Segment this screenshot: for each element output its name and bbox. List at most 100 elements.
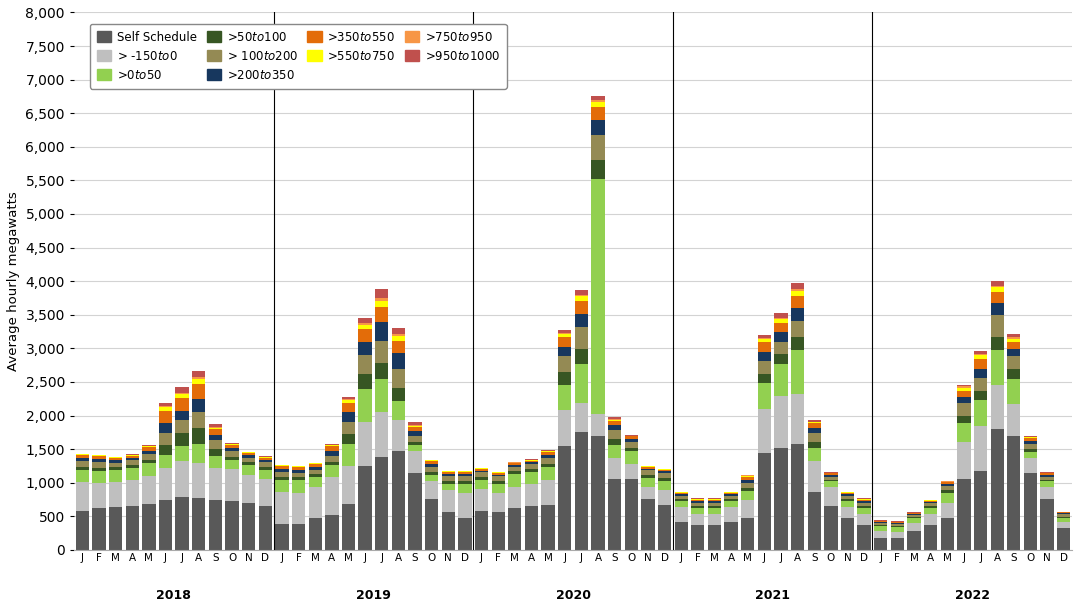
Bar [658,473,671,478]
Bar [807,492,821,550]
Bar [891,523,904,524]
Bar [459,518,472,550]
Bar [93,456,106,459]
Bar [874,521,887,522]
Bar [575,296,588,301]
Bar [692,503,705,506]
Bar [542,480,555,505]
Bar [558,330,572,333]
Bar [508,508,521,550]
Bar [192,444,205,462]
Bar [941,503,954,518]
Bar [408,431,422,436]
Bar [176,433,189,446]
Bar [125,465,139,468]
Bar [1007,335,1021,338]
Bar [259,479,272,505]
Bar [441,490,455,511]
Bar [208,435,222,440]
Bar [342,412,355,422]
Bar [841,496,855,499]
Bar [924,514,938,525]
Bar [408,422,422,425]
Bar [125,480,139,505]
Bar [208,468,222,500]
Bar [558,333,572,335]
Bar [1007,404,1021,436]
Bar [408,473,422,550]
Bar [874,523,887,525]
Bar [542,455,555,458]
Bar [957,479,971,550]
Bar [1007,369,1021,379]
Bar [757,342,771,351]
Bar [242,453,256,455]
Bar [1024,473,1037,550]
Bar [791,289,804,291]
Bar [575,348,588,364]
Bar [492,476,505,481]
Bar [858,525,871,550]
Bar [957,423,971,442]
Bar [358,422,372,466]
Bar [408,425,422,427]
Bar [658,481,671,490]
Bar [475,469,488,471]
Bar [342,397,355,399]
Bar [159,455,173,468]
Bar [724,493,738,494]
Bar [775,332,788,342]
Bar [292,470,305,473]
Bar [791,444,804,550]
Bar [1024,441,1037,444]
Bar [924,525,938,550]
Bar [708,506,721,508]
Bar [226,469,238,501]
Bar [724,507,738,522]
Bar [674,501,687,507]
Bar [408,445,422,451]
Bar [824,475,837,477]
Bar [575,301,588,314]
Bar [375,289,388,298]
Bar [957,397,971,403]
Bar [1057,512,1070,513]
Bar [724,494,738,496]
Bar [775,364,788,396]
Bar [891,522,904,523]
Bar [607,419,622,421]
Bar [824,473,837,475]
Bar [1057,517,1070,518]
Bar [275,477,288,480]
Bar [791,321,804,337]
Bar [658,470,671,471]
Bar [1007,338,1021,339]
Bar [392,369,405,388]
Bar [208,500,222,550]
Bar [591,436,604,550]
Bar [974,356,987,359]
Bar [392,401,405,419]
Bar [275,466,288,469]
Bar [807,423,821,428]
Bar [1040,499,1054,550]
Bar [159,423,173,433]
Bar [176,387,189,393]
Bar [724,522,738,550]
Bar [492,493,505,511]
Bar [309,467,322,470]
Bar [492,473,505,474]
Bar [325,478,339,515]
Bar [441,511,455,550]
Text: 2020: 2020 [556,589,590,602]
Bar [408,451,422,473]
Bar [109,458,122,460]
Bar [508,471,521,474]
Bar [807,428,821,433]
Bar [441,484,455,490]
Bar [991,292,1003,304]
Bar [441,471,455,474]
Bar [392,353,405,369]
Bar [1007,436,1021,550]
Bar [358,325,372,329]
